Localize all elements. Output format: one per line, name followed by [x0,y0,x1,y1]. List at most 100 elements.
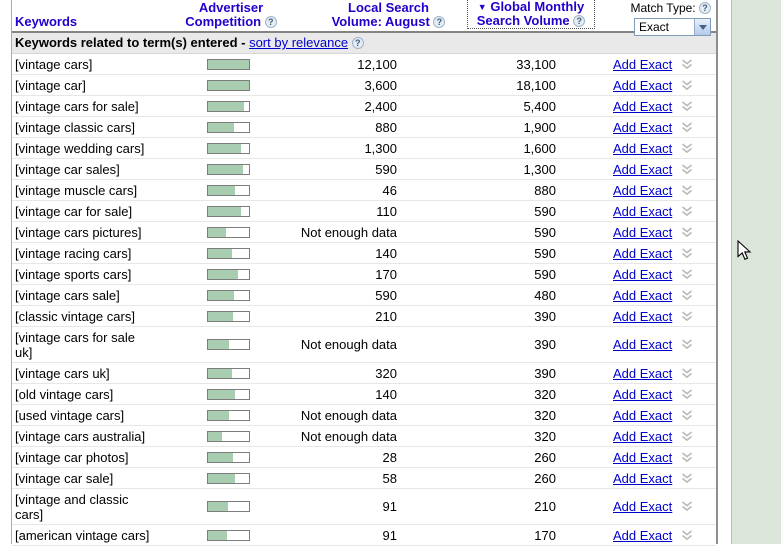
table-row: [vintage car photos] 28 260 Add Exact [12,447,716,468]
add-cell: Add Exact [556,120,716,135]
keyword-cell: [used vintage cars] [12,405,207,425]
local-search-volume-value: 28 [382,449,397,465]
add-exact-link[interactable]: Add Exact [613,499,673,514]
help-icon[interactable]: ? [699,2,711,14]
local-search-volume-value: 1,300 [364,140,397,156]
chevron-double-down-icon[interactable] [681,163,693,175]
keyword-cell: [vintage car] [12,75,207,95]
global-search-volume-value: 320 [534,407,556,423]
add-exact-link[interactable]: Add Exact [613,203,673,219]
chevron-double-down-icon[interactable] [681,367,693,379]
keyword-text: [vintage cars] [15,57,93,72]
add-exact-link[interactable]: Add Exact [613,470,673,486]
add-exact-link[interactable]: Add Exact [613,77,673,93]
add-exact-link[interactable]: Add Exact [613,224,673,240]
add-exact-link[interactable]: Add Exact [613,365,673,381]
local-search-volume-value: 170 [375,266,397,282]
chevron-double-down-icon[interactable] [681,339,693,350]
chevron-double-down-icon[interactable] [681,388,693,400]
competition-bar [207,430,250,442]
add-cell: Add Exact [556,387,716,402]
competition-cell [207,121,251,133]
table-row: [used vintage cars] Not enough data 320 … [12,405,716,426]
competition-bar [207,289,250,301]
add-exact-link[interactable]: Add Exact [613,308,673,324]
chevron-double-down-icon[interactable] [681,184,693,196]
help-icon[interactable]: ? [264,16,277,28]
add-exact-link[interactable]: Add Exact [613,386,673,402]
competition-bar-fill [208,368,232,378]
column-header-local-search-volume[interactable]: Local Search Volume: August ? [310,1,467,29]
add-exact-link[interactable]: Add Exact [613,56,673,72]
add-exact-link[interactable]: Add Exact [613,98,673,114]
help-icon[interactable]: ? [351,37,364,49]
chevron-double-down-icon[interactable] [681,247,693,259]
chevron-double-down-icon[interactable] [681,289,693,301]
add-cell: Add Exact [556,78,716,93]
chevron-double-down-icon[interactable] [681,100,693,112]
add-exact-link[interactable]: Add Exact [613,287,673,303]
competition-cell [207,100,251,112]
add-exact-link[interactable]: Add Exact [613,449,673,465]
keyword-text: [vintage and classic cars] [15,492,129,522]
add-exact-link[interactable]: Add Exact [613,407,673,423]
column-header-global-monthly-search-volume[interactable]: ▼ Global Monthly Search Volume ? [467,0,595,29]
competition-cell [207,58,251,70]
chevron-double-down-icon[interactable] [681,451,693,463]
competition-bar-fill [208,452,234,462]
help-icon[interactable]: ? [433,16,446,28]
chevron-double-down-icon[interactable] [681,58,693,70]
add-exact-link[interactable]: Add Exact [613,119,673,135]
chevron-double-down-icon[interactable] [681,142,693,154]
keyword-text: [vintage sports cars] [15,267,132,282]
chevron-double-down-icon[interactable] [681,409,693,421]
chevron-double-down-icon[interactable] [681,205,693,217]
chevron-double-down-icon[interactable] [681,310,693,322]
chevron-double-down-icon[interactable] [681,268,693,280]
competition-cell [207,430,251,442]
competition-bar-fill [208,340,230,349]
add-exact-link[interactable]: Add Exact [613,527,673,543]
column-header-keywords[interactable]: Keywords [15,14,78,29]
competition-bar [207,388,250,400]
add-exact-link[interactable]: Add Exact [613,266,673,282]
competition-bar [207,205,250,217]
sort-by-relevance-link[interactable]: sort by relevance [249,35,349,50]
competition-bar [207,100,250,112]
add-exact-link[interactable]: Add Exact [613,337,673,352]
help-icon[interactable]: ? [573,15,586,27]
global-header-line1: Global Monthly [490,0,585,14]
local-search-volume-value: 880 [375,119,397,135]
match-type-select[interactable]: Exact [634,18,711,36]
add-exact-link[interactable]: Add Exact [613,140,673,156]
competition-bar-fill [208,269,238,279]
add-cell: Add Exact [556,528,716,543]
competition-cell [207,529,251,541]
select-dropdown-button[interactable] [694,19,710,35]
keyword-cell: [vintage classic cars] [12,117,207,137]
competition-bar-fill [208,290,234,300]
table-row: [vintage car] 3,600 18,100 Add Exact [12,75,716,96]
chevron-double-down-icon[interactable] [681,121,693,133]
competition-bar [207,339,250,350]
column-header-advertiser-competition[interactable]: Advertiser Competition ? [160,1,302,29]
add-exact-link[interactable]: Add Exact [613,182,673,198]
chevron-double-down-icon[interactable] [681,226,693,238]
keyword-cell: [vintage car for sale] [12,201,207,221]
competition-bar-fill [208,530,228,540]
sort-descending-icon: ▼ [477,2,487,12]
competition-cell [207,184,251,196]
global-search-volume-value: 590 [534,266,556,282]
keyword-rows-container: [vintage cars] 12,100 33,100 Add Exact [… [12,54,716,546]
chevron-double-down-icon[interactable] [681,472,693,484]
chevron-double-down-icon[interactable] [681,501,693,512]
chevron-double-down-icon[interactable] [681,430,693,442]
chevron-double-down-icon[interactable] [681,79,693,91]
add-exact-link[interactable]: Add Exact [613,245,673,261]
add-exact-link[interactable]: Add Exact [613,428,673,444]
chevron-double-down-icon[interactable] [681,529,693,541]
add-exact-link[interactable]: Add Exact [613,161,673,177]
competition-bar-fill [208,248,232,258]
table-row: [classic vintage cars] 210 390 Add Exact [12,306,716,327]
